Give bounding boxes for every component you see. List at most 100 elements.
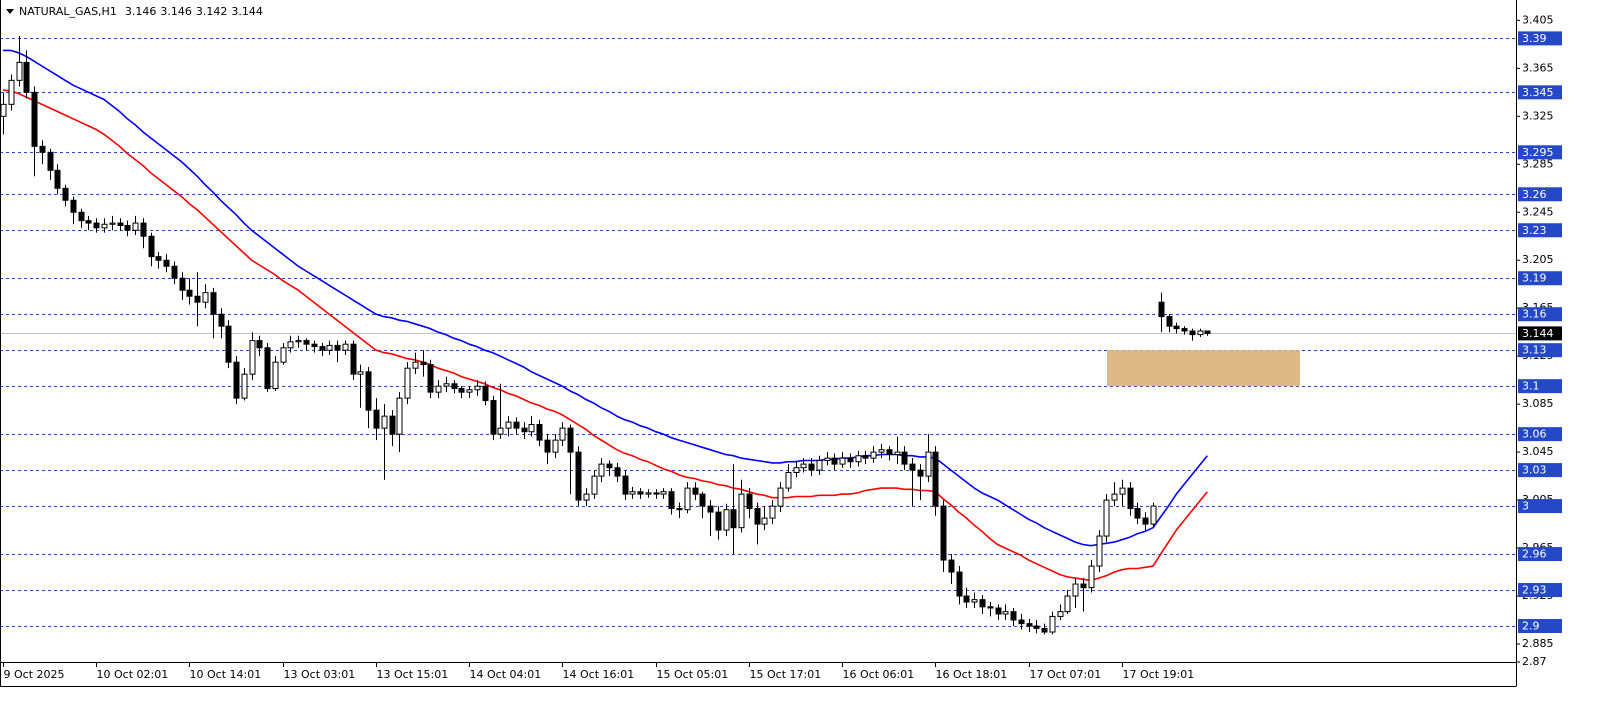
candle-body [93, 222, 100, 229]
level-label: 3.26 [1522, 188, 1547, 201]
candle-body [528, 424, 535, 433]
header-open: 3.146 [125, 5, 157, 18]
y-tick-label: 3.325 [1522, 109, 1554, 122]
header-high: 3.146 [160, 5, 192, 18]
candle-body [793, 467, 800, 474]
candle-body [1204, 330, 1211, 334]
level-label: 2.96 [1522, 548, 1547, 561]
y-tick-label: 2.87 [1522, 655, 1547, 668]
candle-body [824, 457, 831, 462]
candle-body [1119, 487, 1126, 495]
candle-body [1080, 583, 1087, 589]
candle-body [552, 439, 559, 453]
candle-body [668, 491, 675, 509]
candle-body [78, 211, 85, 222]
candle-body [995, 607, 1002, 615]
candle-body [629, 491, 636, 495]
level-label-box [1518, 307, 1562, 322]
candle-body [148, 235, 155, 258]
candle-body [917, 469, 924, 477]
candle-body [622, 475, 629, 495]
level-label-box [1518, 547, 1562, 562]
candle-body [901, 451, 908, 465]
candle-body [1049, 615, 1056, 633]
candle-body [451, 383, 458, 390]
candle-body [1181, 328, 1188, 332]
y-tick-label: 3.245 [1522, 205, 1554, 218]
level-label: 3.16 [1522, 308, 1547, 321]
candle-body [357, 371, 364, 375]
candle-body [769, 505, 776, 519]
candle-body [606, 463, 613, 469]
candle-body [287, 341, 294, 349]
candle-body [373, 409, 380, 429]
candle-body [1158, 301, 1165, 318]
candle-body [963, 595, 970, 603]
candle-body [816, 460, 823, 471]
level-label-box [1518, 187, 1562, 202]
candle-body [800, 463, 807, 469]
x-tick-label: 14 Oct 16:01 [563, 668, 635, 681]
candle-body [645, 492, 652, 495]
candle-body [1127, 487, 1134, 509]
candle-body [350, 343, 357, 375]
candle-body [1033, 625, 1040, 629]
x-tick-label: 16 Oct 18:01 [936, 668, 1008, 681]
candle-body [233, 361, 240, 399]
level-label: 3.1 [1522, 380, 1540, 393]
candle-body [777, 487, 784, 507]
candle-body [47, 151, 54, 171]
candle-body [225, 325, 232, 363]
candle-body [326, 344, 333, 351]
candle-body [754, 507, 761, 525]
candle-body [1088, 565, 1095, 589]
candle-body [140, 222, 147, 237]
candle-body [396, 397, 403, 435]
level-label: 3 [1522, 500, 1529, 513]
candle-body [738, 493, 745, 529]
moving-average [2, 89, 1208, 582]
candle-body [855, 455, 862, 463]
y-tick-label: 3.365 [1522, 61, 1554, 74]
candle-body [1026, 623, 1033, 627]
candle-body [1134, 507, 1141, 519]
level-label: 3.39 [1522, 32, 1547, 45]
header: NATURAL_GAS,H1 3.146 3.146 3.142 3.144 [6, 5, 263, 18]
level-label-box [1518, 427, 1562, 442]
y-tick-label: 2.885 [1522, 637, 1554, 650]
candle-body [272, 361, 279, 390]
candle-body [109, 222, 116, 225]
candle-body [365, 371, 372, 411]
candle-body [210, 292, 217, 315]
candle-body [692, 487, 699, 495]
candle-body [940, 505, 947, 561]
candle-body [831, 457, 838, 465]
candle-body [16, 61, 23, 81]
candle-body [536, 424, 543, 441]
candle-body [280, 347, 287, 363]
candle-body [1096, 535, 1103, 567]
level-label-box [1518, 343, 1562, 358]
level-label-box [1518, 379, 1562, 394]
candle-body [715, 511, 722, 531]
x-tick-label: 16 Oct 06:01 [843, 668, 915, 681]
level-label-box [1518, 31, 1562, 46]
candle-body [987, 606, 994, 609]
candle-body [381, 415, 388, 429]
level-label-box [1518, 499, 1562, 514]
candle-body [1142, 517, 1149, 525]
level-label-box [1518, 271, 1562, 286]
header-low: 3.142 [196, 5, 228, 18]
level-label-box [1518, 223, 1562, 238]
candle-body [186, 289, 193, 297]
candle-body [1189, 330, 1196, 336]
candle-body [1173, 325, 1180, 330]
candle-body [707, 505, 714, 513]
candle-body [194, 295, 201, 303]
y-tick-label: 3.205 [1522, 253, 1554, 266]
candle-body [249, 340, 256, 375]
candle-body [598, 463, 605, 477]
y-tick-label: 3.285 [1522, 157, 1554, 170]
